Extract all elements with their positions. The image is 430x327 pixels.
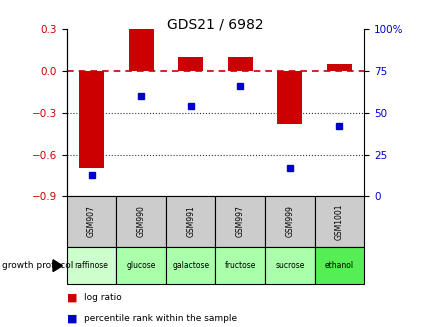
Bar [129,29,153,71]
Text: log ratio: log ratio [84,293,122,302]
Bar [227,57,252,71]
Text: sucrose: sucrose [274,261,304,270]
Text: ■: ■ [67,314,77,324]
Text: fructose: fructose [224,261,255,270]
Text: percentile rank within the sample: percentile rank within the sample [84,314,236,323]
Bar [277,71,301,124]
Text: GSM907: GSM907 [87,206,96,237]
Text: GSM997: GSM997 [235,206,244,237]
Polygon shape [53,260,62,271]
Text: glucose: glucose [126,261,156,270]
Text: GSM999: GSM999 [285,206,294,237]
Text: raffinose: raffinose [74,261,108,270]
Bar [79,71,104,168]
Text: GSM1001: GSM1001 [334,203,343,240]
Text: galactose: galactose [172,261,209,270]
Text: growth protocol: growth protocol [2,261,74,270]
Text: GSM990: GSM990 [136,206,145,237]
Bar [178,57,203,71]
Bar [326,64,351,71]
Text: GSM991: GSM991 [186,206,195,237]
Text: ■: ■ [67,293,77,302]
Text: ethanol: ethanol [324,261,353,270]
Text: GDS21 / 6982: GDS21 / 6982 [167,18,263,32]
